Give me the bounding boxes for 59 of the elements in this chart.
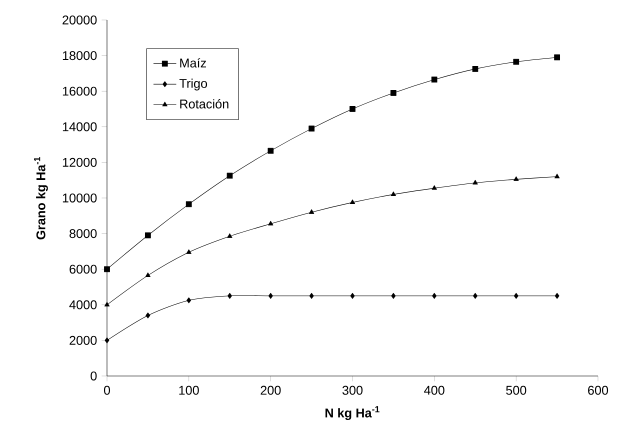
- point: [472, 180, 478, 184]
- y-tick-label: 20000: [62, 16, 97, 24]
- point: [268, 220, 274, 226]
- point: [350, 200, 356, 204]
- x-tick-label: 400: [424, 386, 444, 395]
- point: [472, 66, 478, 72]
- y-tick-label: 8000: [70, 229, 97, 238]
- point: [554, 54, 560, 60]
- point: [350, 106, 356, 112]
- point: [104, 302, 110, 306]
- point: [146, 312, 150, 318]
- point: [186, 201, 192, 208]
- point: [350, 292, 355, 299]
- y-tick-label: 12000: [62, 158, 97, 167]
- point: [432, 292, 437, 299]
- x-tick-label: 500: [506, 386, 526, 395]
- point: [104, 266, 110, 272]
- point: [144, 232, 151, 238]
- point: [391, 292, 396, 299]
- point: [309, 209, 314, 214]
- point: [227, 292, 232, 299]
- y-axis-title: Grano kg Ha$^{-1}$: [34, 156, 48, 240]
- point: [431, 76, 438, 83]
- y-tick-label: 4000: [69, 300, 97, 310]
- point: [186, 297, 192, 304]
- point: [554, 174, 560, 178]
- point: [513, 58, 520, 65]
- point: [390, 191, 396, 196]
- point: [145, 272, 150, 278]
- point: [226, 172, 233, 179]
- y-tick-label: 16000: [62, 86, 97, 96]
- point: [308, 126, 315, 132]
- y-tick-label: 0: [90, 372, 97, 380]
- y-tick-label: 10000: [62, 194, 97, 202]
- point: [227, 233, 232, 238]
- x-tick-label: 600: [588, 386, 608, 395]
- point: [268, 148, 274, 154]
- point: [268, 292, 273, 299]
- x-tick-label: 300: [342, 386, 363, 395]
- y-tick-label: 14000: [62, 122, 97, 132]
- point: [514, 176, 519, 181]
- point: [472, 292, 478, 299]
- x-tick-label: 100: [179, 386, 199, 395]
- legend-label: Maíz: [180, 58, 206, 68]
- y-tick-label: 6000: [70, 264, 97, 274]
- x-tick-label: 200: [260, 386, 281, 395]
- y-tick-label: 18000: [62, 51, 97, 60]
- point: [432, 185, 437, 190]
- x-axis-title: N kg Ha$^{-1}$: [326, 406, 380, 420]
- x-tick-label: 0: [104, 386, 110, 395]
- point: [186, 249, 192, 254]
- point: [390, 90, 396, 96]
- point: [309, 292, 314, 299]
- legend-label: Trigo: [179, 78, 208, 90]
- point: [104, 337, 110, 344]
- point: [554, 292, 560, 299]
- y-tick-label: 2000: [70, 336, 97, 345]
- point: [514, 292, 518, 299]
- legend-label: Rotación: [180, 99, 228, 108]
